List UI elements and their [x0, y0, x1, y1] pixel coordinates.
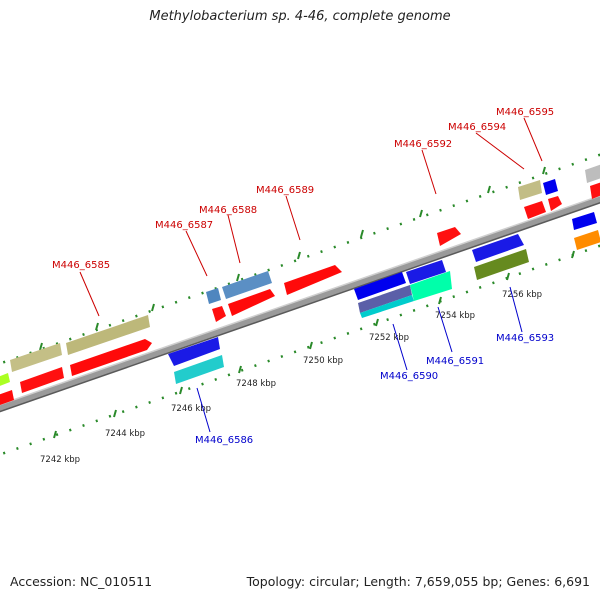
scale-label-7248: 7248 kbp	[236, 379, 276, 389]
gene-fwd-red-1	[20, 367, 64, 393]
gene-label-6595: M446_6595	[496, 107, 554, 118]
gene-fwd-olive-2	[66, 315, 150, 355]
gene-fwd-olive-1	[10, 343, 62, 372]
forward-label-leaders	[79, 117, 543, 317]
reverse-genes	[168, 212, 600, 384]
map-title: Methylobacterium sp. 4-46, complete geno…	[149, 9, 451, 24]
gene-fwd-grey	[585, 164, 600, 183]
gene-rev-blue-3	[406, 260, 446, 284]
gene-rev-stripe	[358, 285, 412, 313]
forward-major-ticks	[39, 166, 546, 351]
scale-label-7252: 7252 kbp	[369, 333, 409, 343]
forward-genes	[0, 164, 600, 405]
reverse-outer-scale	[0, 244, 600, 456]
gene-label-6591: M446_6591	[426, 356, 484, 367]
reverse-major-ticks	[53, 250, 575, 439]
gene-fwd-red-10	[590, 182, 600, 199]
gene-fwd-red-9	[548, 196, 562, 211]
gene-fwd-olive-3	[518, 180, 542, 200]
gene-rev-blue-4	[472, 234, 524, 262]
gene-fwd-red-8	[524, 201, 546, 219]
gene-label-6587: M446_6587	[155, 220, 213, 231]
scale-label-7256: 7256 kbp	[502, 290, 542, 300]
scale-label-7244: 7244 kbp	[105, 429, 145, 439]
gene-rev-cyan-2	[360, 295, 414, 318]
genome-backbone	[0, 194, 600, 413]
gene-label-6594: M446_6594	[448, 122, 506, 133]
scale-label-7250: 7250 kbp	[303, 356, 343, 366]
gene-label-6592: M446_6592	[394, 139, 452, 150]
gene-fwd-steelblue-2	[222, 271, 272, 299]
gene-label-6586: M446_6586	[195, 435, 253, 446]
gene-rev-blue-5	[572, 212, 597, 230]
gene-fwd-red-5	[228, 289, 275, 316]
gene-rev-mint	[410, 271, 452, 301]
gene-fwd-red-6	[284, 265, 342, 295]
gene-rev-blue-2	[354, 272, 406, 300]
gene-fwd-red-3	[0, 390, 14, 405]
forward-gene-labels: M446_6585 M446_6587 M446_6588 M446_6589 …	[52, 107, 554, 271]
gene-fwd-red-7	[437, 227, 461, 246]
scale-label-7254: 7254 kbp	[435, 311, 475, 321]
reverse-gene-labels: M446_6586 M446_6590 M446_6591 M446_6593	[195, 333, 554, 446]
gene-label-6588: M446_6588	[199, 205, 257, 216]
gene-rev-orange	[574, 230, 600, 250]
gene-fwd-steelblue-1	[206, 288, 221, 304]
gene-label-6593: M446_6593	[496, 333, 554, 344]
gene-label-6589: M446_6589	[256, 185, 314, 196]
gene-fwd-blue-1	[543, 179, 558, 195]
reverse-label-leaders	[196, 286, 523, 433]
genome-summary-text: Topology: circular; Length: 7,659,055 bp…	[246, 574, 590, 589]
gene-label-6590: M446_6590	[380, 371, 438, 382]
gene-fwd-green-small	[0, 373, 10, 386]
scale-label-7242: 7242 kbp	[40, 455, 80, 465]
scale-label-7246: 7246 kbp	[171, 404, 211, 414]
gene-rev-olive-green	[474, 249, 529, 280]
gene-label-6585: M446_6585	[52, 260, 110, 271]
scale-labels: 7242 kbp 7244 kbp 7246 kbp 7248 kbp 7250…	[40, 290, 542, 465]
gene-rev-cyan-1	[174, 355, 224, 384]
accession-text: Accession: NC_010511	[10, 574, 153, 589]
gene-fwd-red-2	[70, 339, 152, 376]
gene-rev-blue-1	[168, 337, 220, 366]
gene-fwd-red-4	[212, 306, 226, 322]
